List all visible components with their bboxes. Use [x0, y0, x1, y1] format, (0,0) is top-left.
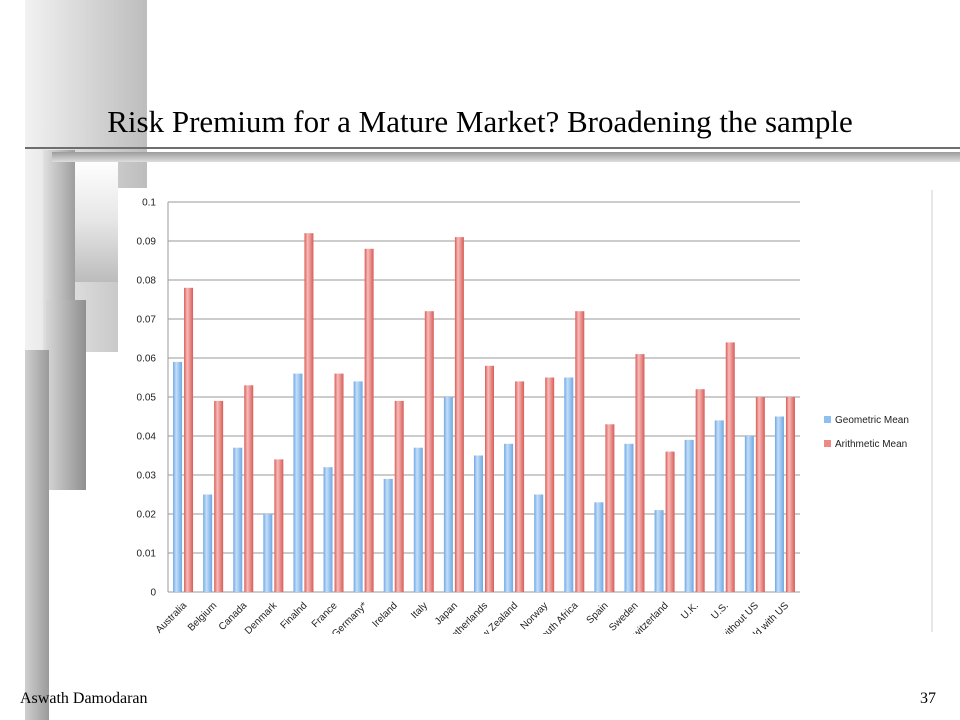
bar-arithmetic-mean [575, 311, 585, 592]
bar-arithmetic-mean [364, 248, 374, 593]
bar-geometric-mean [383, 478, 393, 592]
bar-geometric-mean [293, 373, 303, 592]
title-rule-shadow [52, 152, 960, 162]
bar-geometric-mean [474, 455, 483, 592]
legend-label-geometric: Geometric Mean [835, 415, 909, 426]
bar-geometric-mean [323, 467, 333, 592]
bar-arithmetic-mean [184, 287, 194, 592]
bar-geometric-mean [353, 381, 363, 592]
x-tick-label: Belgium [186, 600, 219, 633]
x-tick-label: World without US [699, 600, 762, 634]
bar-geometric-mean [263, 514, 273, 592]
title-rule [25, 147, 960, 149]
legend-swatch-arithmetic [824, 440, 831, 447]
x-tick-label: Spain [585, 600, 611, 626]
bar-geometric-mean [594, 502, 604, 592]
x-tick-label: Denmark [243, 600, 280, 634]
decor-bar-4 [46, 300, 86, 490]
y-tick-label: 0 [150, 588, 156, 599]
bar-arithmetic-mean [635, 354, 645, 592]
bar-geometric-mean [173, 361, 183, 592]
bar-arithmetic-mean [605, 424, 615, 592]
bar-arithmetic-mean [304, 233, 314, 592]
legend-label-arithmetic: Arithmetic Mean [835, 439, 907, 450]
y-tick-label: 0.06 [137, 354, 157, 365]
bar-geometric-mean [413, 447, 423, 592]
page-number: 37 [920, 690, 936, 707]
risk-premium-chart: 0 0.01 0.02 0.03 0.04 0.05 0.06 0.07 0.08 0.09 0.1… [137, 190, 933, 634]
bar-geometric-mean [774, 416, 784, 592]
bar-geometric-mean [714, 420, 724, 592]
x-tick-label: Ireland [370, 600, 399, 629]
x-tick-label: U.K. [679, 600, 701, 622]
bar-geometric-mean [684, 439, 694, 592]
y-tick-label: 0.08 [137, 276, 157, 287]
bar-geometric-mean [564, 377, 574, 592]
bar-geometric-mean [744, 436, 754, 592]
y-tick-label: 0.02 [137, 510, 157, 521]
bar-arithmetic-mean [274, 459, 284, 592]
y-tick-label: 0.04 [137, 432, 157, 443]
x-tick-label: U.S. [709, 600, 731, 622]
bar-arithmetic-mean [515, 381, 525, 592]
bar-geometric-mean [624, 443, 634, 592]
bar-arithmetic-mean [785, 397, 795, 592]
chart-container: 0 0.01 0.02 0.03 0.04 0.05 0.06 0.07 0.08 0.09 0.1… [118, 188, 936, 634]
bar-arithmetic-mean [424, 311, 434, 592]
bar-arithmetic-mean [485, 365, 494, 592]
x-tick-label: Australia [154, 600, 190, 634]
y-tick-label: 0.03 [137, 471, 157, 482]
bar-arithmetic-mean [214, 400, 224, 592]
y-tick-label: 0.07 [137, 315, 157, 326]
y-tick-label: 0.05 [137, 393, 157, 404]
bar-geometric-mean [534, 494, 544, 592]
x-tick-label: Italy [409, 600, 430, 621]
bar-arithmetic-mean [695, 389, 705, 592]
bar-geometric-mean [443, 397, 453, 592]
bar-arithmetic-mean [454, 237, 464, 592]
bar-arithmetic-mean [665, 451, 675, 592]
y-tick-label: 0.09 [137, 237, 157, 248]
bar-geometric-mean [654, 510, 664, 592]
x-tick-label: Japan [433, 600, 460, 627]
bar-geometric-mean [233, 447, 243, 592]
bar-arithmetic-mean [394, 400, 404, 592]
bar-arithmetic-mean [244, 385, 254, 592]
y-tick-label: 0.1 [142, 198, 156, 209]
bar-arithmetic-mean [725, 342, 735, 592]
bar-arithmetic-mean [755, 397, 765, 592]
footer-author: Aswath Damodaran [20, 690, 148, 707]
bar-geometric-mean [203, 494, 213, 592]
legend-swatch-geometric [824, 416, 831, 423]
x-tick-label: Finalnd [279, 600, 310, 631]
slide-title: Risk Premium for a Mature Market? Broade… [107, 104, 853, 139]
bar-geometric-mean [504, 443, 514, 592]
y-tick-label: 0.01 [137, 549, 157, 560]
bar-arithmetic-mean [545, 377, 555, 592]
bar-arithmetic-mean [334, 373, 344, 592]
decor-bar-5 [25, 350, 49, 720]
